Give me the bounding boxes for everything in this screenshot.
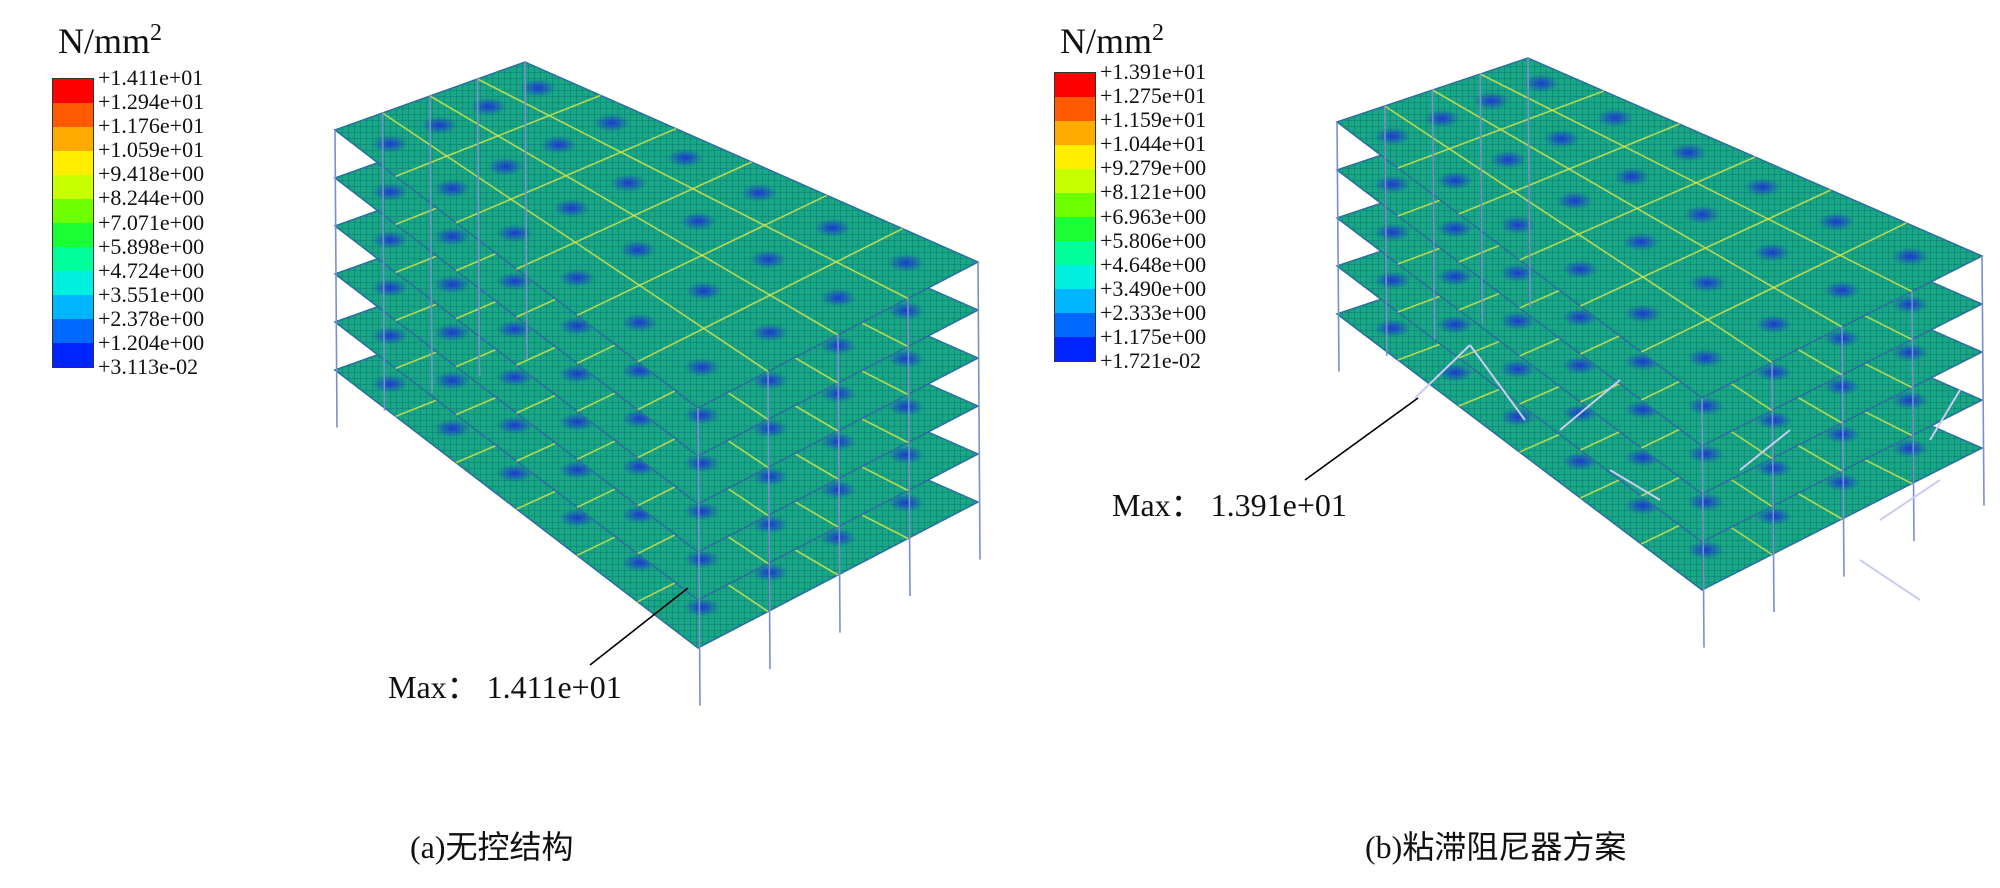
legend-value: +3.490e+00 <box>1100 275 1207 301</box>
color-legend-labels: +1.391e+01 +1.275e+01 +1.159e+01 +1.044e… <box>1100 59 1207 374</box>
panel-viscous-damper: N/mm2 +1.391e+01 +1.275e+01 +1.159e+01 +… <box>1000 0 2000 888</box>
legend-swatch <box>1055 121 1095 145</box>
legend-value: +2.333e+00 <box>1100 299 1207 325</box>
legend-unit: N/mm2 <box>1060 20 1165 61</box>
legend-value: +1.391e+01 <box>1100 59 1207 84</box>
legend-swatch <box>1055 313 1095 337</box>
legend-value: +1.159e+01 <box>1100 107 1207 133</box>
legend-swatch <box>53 247 93 271</box>
legend-value: +1.204e+00 <box>98 330 205 356</box>
legend-value: +1.176e+01 <box>98 113 205 139</box>
legend-swatch <box>1055 337 1095 361</box>
max-leader-line <box>589 587 689 666</box>
legend-unit: N/mm2 <box>58 20 163 61</box>
columns <box>1336 57 1985 648</box>
legend-value: +1.721e-02 <box>1100 348 1201 374</box>
legend-swatch <box>1055 265 1095 289</box>
legend-value: +3.113e-02 <box>98 354 199 380</box>
legend-value: +1.275e+01 <box>1100 83 1207 109</box>
figure-caption: (a)无控结构 <box>410 829 574 865</box>
max-value-label: Max： 1.391e+01 <box>1112 487 1347 523</box>
legend-value: +1.175e+00 <box>1100 324 1207 350</box>
panel-uncontrolled: N/mm2 +1.411e+01 +1.294e+01 +1.176e+01 +… <box>52 20 981 865</box>
legend-swatch <box>53 223 93 247</box>
viscous-dampers <box>1414 344 1961 601</box>
legend-swatch <box>53 79 93 103</box>
legend-swatch <box>1055 169 1095 193</box>
building-stress-model <box>1304 57 1985 648</box>
legend-swatch <box>1055 241 1095 265</box>
legend-swatch <box>1055 73 1095 97</box>
legend-value: +8.121e+00 <box>1100 179 1207 205</box>
color-legend-bar <box>1054 72 1096 362</box>
color-legend-labels: +1.411e+01 +1.294e+01 +1.176e+01 +1.059e… <box>98 65 205 380</box>
columns <box>334 61 981 706</box>
floor-slab <box>333 61 980 409</box>
legend-swatch <box>53 343 93 367</box>
color-legend-bar <box>52 78 94 368</box>
legend-swatch <box>1055 193 1095 217</box>
legend-swatch <box>1055 217 1095 241</box>
legend-value: +1.294e+01 <box>98 89 205 115</box>
legend-value: +1.059e+01 <box>98 137 205 163</box>
max-leader-line <box>1304 397 1419 481</box>
building-stress-model <box>333 61 981 706</box>
floor-slab <box>1335 57 1984 399</box>
legend-value: +8.244e+00 <box>98 185 205 211</box>
legend-swatch <box>1055 145 1095 169</box>
legend-swatch <box>53 151 93 175</box>
legend-swatch <box>1055 97 1095 121</box>
legend-value: +1.044e+01 <box>1100 131 1207 157</box>
legend-value: +6.963e+00 <box>1100 203 1207 229</box>
legend-value: +4.648e+00 <box>1100 251 1207 277</box>
legend-value: +9.418e+00 <box>98 161 205 187</box>
legend-swatch <box>53 127 93 151</box>
legend-swatch <box>53 319 93 343</box>
legend-value: +1.411e+01 <box>98 65 204 90</box>
legend-swatch <box>53 175 93 199</box>
legend-swatch <box>53 271 93 295</box>
legend-value: +4.724e+00 <box>98 257 205 283</box>
legend-value: +3.551e+00 <box>98 281 205 307</box>
legend-swatch <box>1055 289 1095 313</box>
legend-value: +5.898e+00 <box>98 233 205 259</box>
legend-swatch <box>53 199 93 223</box>
legend-value: +9.279e+00 <box>1100 155 1207 181</box>
legend-swatch <box>53 295 93 319</box>
legend-value: +2.378e+00 <box>98 305 205 331</box>
max-value-label: Max： 1.411e+01 <box>388 669 622 705</box>
figure-caption: (b)粘滞阻尼器方案 <box>1365 829 1627 865</box>
legend-value: +7.071e+00 <box>98 209 205 235</box>
legend-swatch <box>53 103 93 127</box>
legend-value: +5.806e+00 <box>1100 227 1207 253</box>
